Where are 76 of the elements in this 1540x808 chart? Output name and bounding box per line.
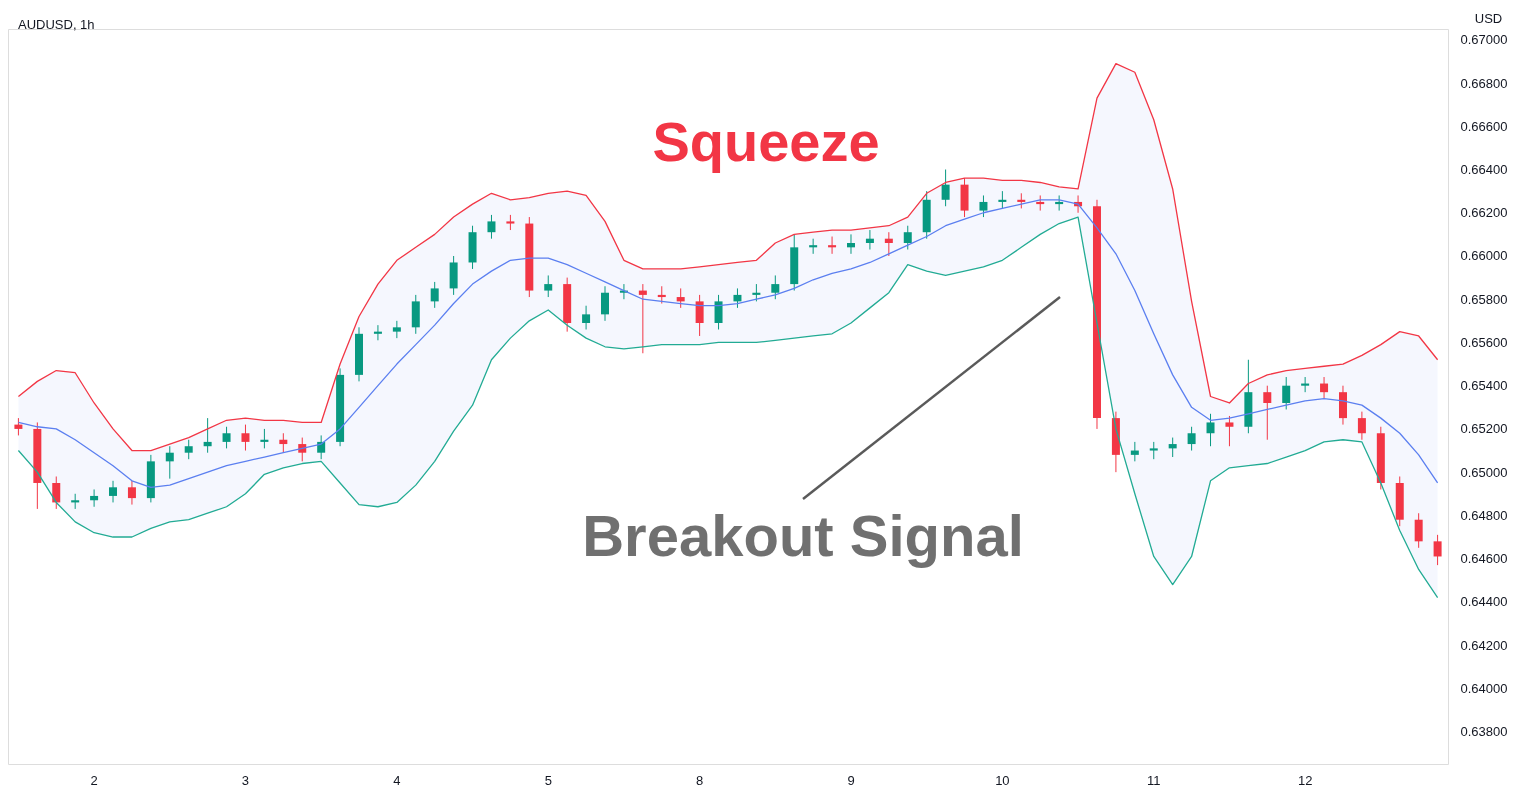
- y-tick-label: 0.65200: [1460, 421, 1508, 437]
- candlestick: [1301, 376, 1310, 393]
- candlestick: [109, 480, 118, 503]
- candlestick: [1225, 415, 1234, 447]
- x-tick-label: 10: [995, 772, 1010, 788]
- candlestick: [260, 428, 269, 449]
- candlestick: [1168, 437, 1177, 458]
- candlestick: [1263, 385, 1272, 441]
- candlestick: [865, 229, 874, 250]
- x-tick-label: 9: [847, 772, 855, 788]
- candlestick: [582, 305, 591, 330]
- y-tick-label: 0.66200: [1460, 205, 1508, 221]
- x-tick-label: 11: [1147, 772, 1161, 788]
- candlestick: [430, 281, 439, 309]
- candlestick: [601, 285, 609, 322]
- candlestick: [487, 214, 496, 240]
- candlestick: [771, 274, 780, 300]
- candlestick: [1282, 376, 1291, 410]
- candlestick: [903, 225, 912, 250]
- candlestick: [222, 426, 231, 449]
- y-tick-label: 0.64800: [1460, 507, 1508, 523]
- candlestick: [90, 488, 99, 508]
- y-tick-label: 0.65400: [1460, 378, 1508, 394]
- x-tick-label: 4: [393, 772, 401, 788]
- candlestick: [241, 424, 250, 452]
- candlestick: [127, 480, 136, 506]
- candlestick: [392, 320, 401, 339]
- annotation: Breakout Signal: [582, 503, 1024, 568]
- candlestick: [676, 287, 685, 309]
- candlestick: [1187, 426, 1196, 452]
- candlestick: [1206, 413, 1215, 447]
- candlestick: [1130, 441, 1139, 462]
- y-tick-label: 0.65600: [1460, 334, 1508, 350]
- annotation: Squeeze: [652, 110, 880, 173]
- y-tick-label: 0.66400: [1460, 162, 1508, 178]
- y-axis-title: USD: [1474, 10, 1503, 26]
- candlestick: [1414, 512, 1423, 549]
- x-tick-label: 12: [1297, 772, 1313, 788]
- y-tick-label: 0.64000: [1460, 680, 1508, 696]
- y-tick-label: 0.66000: [1460, 248, 1508, 264]
- y-tick-label: 0.65800: [1460, 291, 1508, 307]
- y-tick-label: 0.63800: [1460, 724, 1508, 740]
- candlestick: [638, 283, 647, 354]
- y-tick-label: 0.65000: [1460, 464, 1508, 480]
- candlestick: [1357, 411, 1366, 441]
- candlestick: [714, 294, 723, 330]
- candlestick: [279, 432, 288, 454]
- candlestick: [733, 287, 742, 309]
- candlestick: [695, 294, 704, 337]
- y-tick-label: 0.64400: [1460, 594, 1508, 610]
- candlestick: [884, 231, 893, 257]
- candlestick: [1320, 376, 1329, 400]
- chart-title: AUDUSD, 1h: [18, 17, 95, 32]
- line-series: [17, 216, 1439, 599]
- line-series: [17, 62, 1439, 452]
- candlestick: [184, 439, 193, 460]
- y-tick-label: 0.67000: [1460, 32, 1508, 48]
- candlestick: [847, 233, 855, 255]
- candlestick: [544, 274, 553, 298]
- candlestick: [941, 169, 950, 207]
- candlestick: [979, 194, 988, 218]
- y-tick-label: 0.66600: [1460, 118, 1508, 134]
- y-tick-label: 0.64600: [1460, 551, 1508, 567]
- candlestick: [828, 236, 837, 255]
- candlestick: [165, 445, 174, 480]
- x-tick-label: 8: [696, 772, 704, 788]
- candlestick: [373, 324, 382, 341]
- candlestick: [203, 417, 212, 454]
- candlestick: [1055, 194, 1064, 212]
- y-tick-label: 0.64200: [1460, 637, 1508, 653]
- x-tick-label: 2: [90, 772, 98, 788]
- y-tick-label: 0.66800: [1460, 75, 1508, 91]
- candlestick: [52, 475, 61, 510]
- x-tick-label: 3: [241, 772, 250, 788]
- x-tick-label: 5: [544, 772, 552, 788]
- candlestick: [1433, 534, 1442, 566]
